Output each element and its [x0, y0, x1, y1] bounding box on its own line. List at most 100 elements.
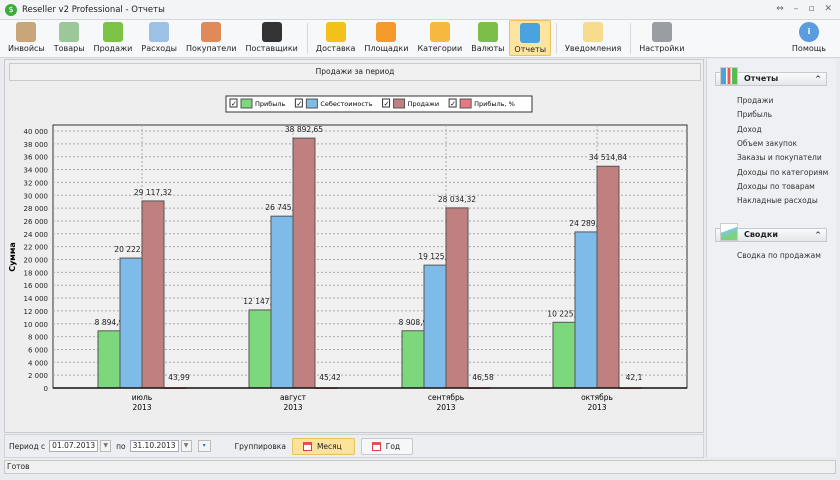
sidebar-report-link[interactable]: Накладные расходы	[737, 196, 818, 206]
toolbar-label: Продажи	[93, 44, 133, 53]
x-tick-month: сентябрь	[428, 393, 464, 402]
toolbar-button-2[interactable]: Продажи	[90, 20, 137, 56]
legend-checkbox	[382, 98, 391, 108]
toolbar-button-9[interactable]: Валюты	[467, 20, 508, 56]
x-tick-year: 2013	[132, 403, 151, 412]
toolbar-label: Категории	[417, 44, 463, 53]
reports-section-header[interactable]: Отчеты ^	[715, 67, 827, 86]
people-icon	[201, 22, 222, 42]
sidebar-report-link[interactable]: Прибыль	[737, 110, 773, 120]
sidebar-report-link[interactable]: Доходы по категориям	[737, 167, 829, 177]
x-tick-month: август	[280, 393, 307, 402]
y-tick-label: 28 000	[24, 205, 49, 213]
date-to-input[interactable]: 31.10.2013	[129, 440, 179, 452]
info-icon: i	[798, 22, 819, 42]
toolbar-button-1[interactable]: Товары	[50, 20, 89, 56]
bar-0	[97, 330, 121, 389]
toolbar-separator	[306, 23, 308, 54]
legend-checkbox	[448, 98, 457, 108]
close-button[interactable]: ✕	[824, 4, 832, 14]
toolbar-button-4[interactable]: Покупатели	[182, 20, 241, 56]
data-label: 29 117,32	[134, 188, 172, 197]
date-to-dropdown[interactable]: ▼	[180, 440, 192, 452]
toolbar-button-7[interactable]: Площадки	[360, 20, 412, 56]
y-tick-label: 36 000	[24, 154, 49, 162]
x-tick-year: 2013	[436, 403, 455, 412]
summaries-section-header[interactable]: Сводки ^	[715, 223, 827, 242]
legend-swatch	[393, 98, 406, 109]
y-tick-label: 32 000	[24, 179, 49, 187]
help-label: Помощь	[791, 44, 826, 53]
table-coins-icon	[149, 22, 170, 42]
calendar-icon	[302, 441, 312, 451]
group-year-button[interactable]: Год	[360, 437, 414, 455]
group-month-button[interactable]: Месяц	[291, 437, 355, 455]
grouping-label: Группировка	[234, 441, 286, 451]
y-tick-label: 22 000	[24, 244, 49, 252]
toolbar-button-12[interactable]: Настройки	[635, 20, 688, 56]
status-bar: Готов	[4, 460, 836, 474]
summaries-section-title: Сводки	[744, 230, 778, 239]
legend-label: Продажи	[408, 100, 440, 108]
sidebar-report-link[interactable]: Доходы по товарам	[737, 181, 815, 191]
help-button[interactable]: i Помощь	[788, 20, 830, 56]
report-icon	[720, 67, 738, 85]
toolbar-separator	[556, 23, 558, 54]
y-tick-label: 14 000	[24, 295, 49, 303]
legend-label: Прибыль, %	[474, 100, 515, 108]
bar-1	[270, 215, 294, 389]
date-from-input[interactable]: 01.07.2013	[49, 440, 99, 452]
check-icon: ✓	[296, 100, 302, 108]
bar-0	[552, 321, 576, 389]
data-label: 42,1	[626, 373, 643, 382]
toolbar-button-0[interactable]: Инвойсы	[4, 20, 49, 56]
data-label: 34 514,84	[589, 153, 627, 162]
dollar-icon	[477, 22, 498, 42]
chevron-up-icon[interactable]: ^	[815, 231, 821, 239]
x-tick-year: 2013	[587, 403, 606, 412]
toolbar-separator	[630, 23, 632, 54]
toolbar-label: Настройки	[639, 44, 685, 53]
toolbar-button-10[interactable]: Отчеты	[509, 20, 552, 56]
report-icon	[520, 23, 541, 43]
maximize-button[interactable]: ▫	[808, 4, 815, 14]
filter-bar: Период с 01.07.2013 ▼ по 31.10.2013 ▼ ▾ …	[4, 434, 704, 458]
toolbar-label: Поставщики	[245, 44, 298, 53]
sidebar-report-link[interactable]: Продажи	[737, 96, 774, 105]
sidebar-report-link[interactable]: Заказы и покупатели	[737, 153, 822, 163]
toolbar-button-3[interactable]: Расходы	[137, 20, 181, 56]
sidebar-summary-link[interactable]: Сводка по продажам	[737, 251, 821, 260]
toolbar-button-8[interactable]: Категории	[413, 20, 466, 56]
sidebar-report-link[interactable]: Доход	[737, 124, 762, 134]
minimize-button[interactable]: –	[793, 4, 799, 14]
sidebar-report-link[interactable]: Объем закупок	[737, 138, 798, 148]
toolbar-button-5[interactable]: Поставщики	[242, 20, 302, 56]
data-label: 26 745,4	[265, 203, 299, 212]
y-tick-label: 16 000	[24, 282, 49, 290]
app-logo-icon: $	[5, 4, 17, 16]
toolbar-label: Товары	[53, 44, 85, 53]
chevron-up-icon[interactable]: ^	[815, 75, 821, 83]
legend-checkbox	[229, 98, 238, 108]
y-tick-label: 30 000	[24, 192, 49, 200]
y-tick-label: 34 000	[24, 167, 49, 175]
bar-0	[401, 330, 425, 389]
date-from-dropdown[interactable]: ▼	[100, 440, 112, 452]
period-preset-dropdown[interactable]: ▾	[197, 440, 211, 452]
restore-layout-icon[interactable]: ⇔	[776, 4, 784, 14]
legend-swatch	[305, 98, 318, 109]
bar-0	[248, 309, 272, 389]
y-tick-label: 24 000	[24, 231, 49, 239]
y-tick-label: 6 000	[28, 346, 48, 354]
y-tick-label: 2 000	[28, 372, 48, 380]
bar-2	[292, 137, 316, 389]
year-label: Год	[385, 441, 401, 451]
toolbar-button-11[interactable]: Уведомления	[561, 20, 625, 56]
data-label: 28 034,32	[438, 195, 476, 204]
toolbar-button-6[interactable]: Доставка	[312, 20, 360, 56]
title-bar: $ Reseller v2 Professional - Отчеты ⇔ – ▫ ✕	[0, 0, 840, 20]
x-tick-month: июль	[132, 393, 152, 402]
data-label: 43,99	[168, 373, 190, 382]
data-label: 24 289,6	[569, 219, 603, 228]
sales-chart: 0 2 000 4 000 6 000 8 000 10 000 12 000 14 000 1…	[8, 95, 688, 412]
